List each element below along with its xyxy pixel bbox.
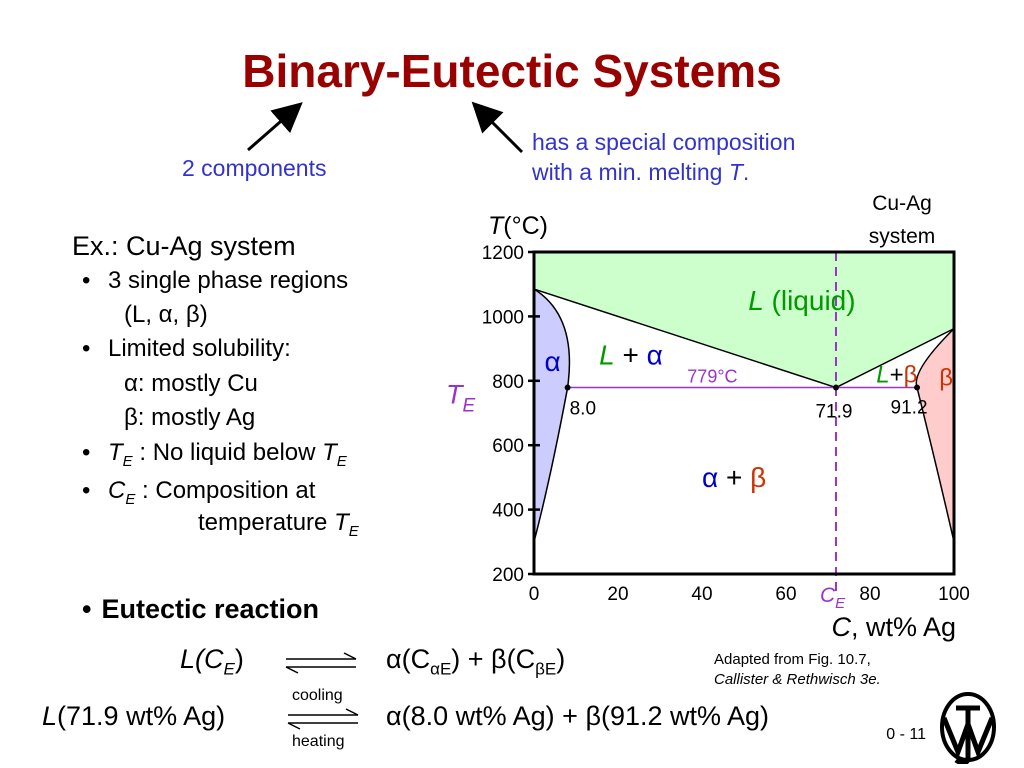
ce-label: CE (820, 584, 846, 612)
equilibrium-arrow-general (285, 652, 357, 674)
plot-frame (532, 250, 956, 576)
bullet-ce: CE : Composition at (72, 477, 359, 508)
te-label: TE (446, 380, 476, 417)
specific-equation-rhs: α(8.0 wt% Ag) + β(91.2 wt% Ag) (386, 701, 770, 731)
x-tick-label: 60 (775, 584, 796, 605)
chart-title-line2: system (869, 225, 936, 248)
special-note-line2: with a min. melting T. (532, 158, 750, 185)
bullet-eutectic-reaction: Eutectic reaction (82, 594, 319, 625)
y-tick-label: 1000 (482, 307, 524, 328)
x-tick-label: 80 (859, 584, 880, 605)
eutectic-point (832, 384, 839, 391)
tick-labels: 0 20 40 60 80 100 200 400 600 800 1000 1200 (482, 243, 970, 605)
liquidus-cu (533, 288, 837, 389)
l-plus-alpha-label: L + α (599, 340, 663, 371)
bullet-te: TE : No liquid below TE (72, 439, 359, 470)
x-tick-label: 0 (529, 584, 540, 605)
beta-limit-label: 91.2 (891, 398, 928, 419)
components-note: 2 components (182, 155, 327, 181)
alpha-plus-beta-label: α + β (702, 462, 766, 493)
axes (528, 250, 956, 576)
x-tick-label: 20 (607, 584, 628, 605)
equilibrium-arrow-specific (287, 708, 359, 730)
liquid-region (534, 252, 954, 388)
x-axis-label: C, wt% Ag (831, 612, 956, 642)
cooling-label: cooling (292, 687, 343, 704)
eutectic-temp-label: 779°C (687, 367, 737, 387)
bullet-beta-mostly-ag: β: mostly Ag (124, 404, 256, 432)
eutectic-point-beta (914, 384, 921, 391)
y-tick-label: 600 (492, 436, 524, 457)
alpha-region (533, 287, 571, 542)
example-heading: Ex.: Cu-Ag system (72, 231, 296, 261)
x-tick-label: 100 (938, 584, 970, 605)
arrow-to-eutectic (471, 101, 524, 154)
bullet-phase-regions-list: (L, α, β) (124, 301, 208, 329)
credit-line1: Adapted from Fig. 10.7, (714, 651, 871, 668)
beta-region (915, 326, 955, 542)
bullet-phase-regions: 3 single phase regions (72, 267, 359, 295)
region-labels: T(°C) C, wt% Ag Cu-Ag system L (liquid) α L + … (446, 192, 956, 642)
x-tick-label: 40 (691, 584, 712, 605)
liquid-label: L (liquid) (748, 285, 855, 316)
publisher-logo (940, 692, 996, 764)
special-composition-note: has a special composition with a min. me… (532, 128, 795, 188)
phase-regions (533, 252, 955, 594)
y-tick-label: 800 (492, 372, 524, 393)
eutectic-comp-label: 71.9 (815, 402, 852, 423)
credit-line2: Callister & Rethwisch 3e. (714, 671, 881, 689)
arrow-to-binary (247, 102, 303, 152)
general-equation-rhs: α(CαE) + β(CβE) (386, 644, 566, 679)
liquidus-ag (835, 327, 955, 389)
bullet-ce-cont: temperature TE (198, 509, 359, 541)
specific-equation-lhs: L(71.9 wt% Ag) (42, 701, 226, 731)
bullet-list: Ex.: Cu-Ag system 3 single phase regions… (72, 231, 359, 549)
adapted-from-credit: Adapted from Fig. 10.7, Callister & Reth… (714, 650, 881, 691)
l-plus-beta-label: L+β (876, 361, 917, 388)
special-note-line1: has a special composition (532, 129, 796, 155)
page-number: 0 - 11 (886, 726, 926, 743)
y-tick-label: 400 (492, 501, 524, 522)
beta-label: β (939, 365, 953, 392)
y-tick-label: 1200 (482, 243, 524, 264)
alpha-limit-label: 8.0 (570, 399, 596, 420)
heating-label: heating (292, 733, 345, 750)
alpha-label: α (545, 346, 561, 377)
chart-title-line1: Cu-Ag (872, 192, 932, 215)
bullet-alpha-mostly-cu: α: mostly Cu (124, 369, 258, 397)
y-axis-label: T(°C) (488, 212, 548, 240)
general-equation-lhs: L(CE) (180, 644, 244, 679)
y-tick-label: 200 (492, 565, 524, 586)
bullet-solubility: Limited solubility: (72, 336, 359, 364)
eutectic-point-alpha (564, 384, 571, 391)
slide-title: Binary-Eutectic Systems (242, 45, 782, 97)
